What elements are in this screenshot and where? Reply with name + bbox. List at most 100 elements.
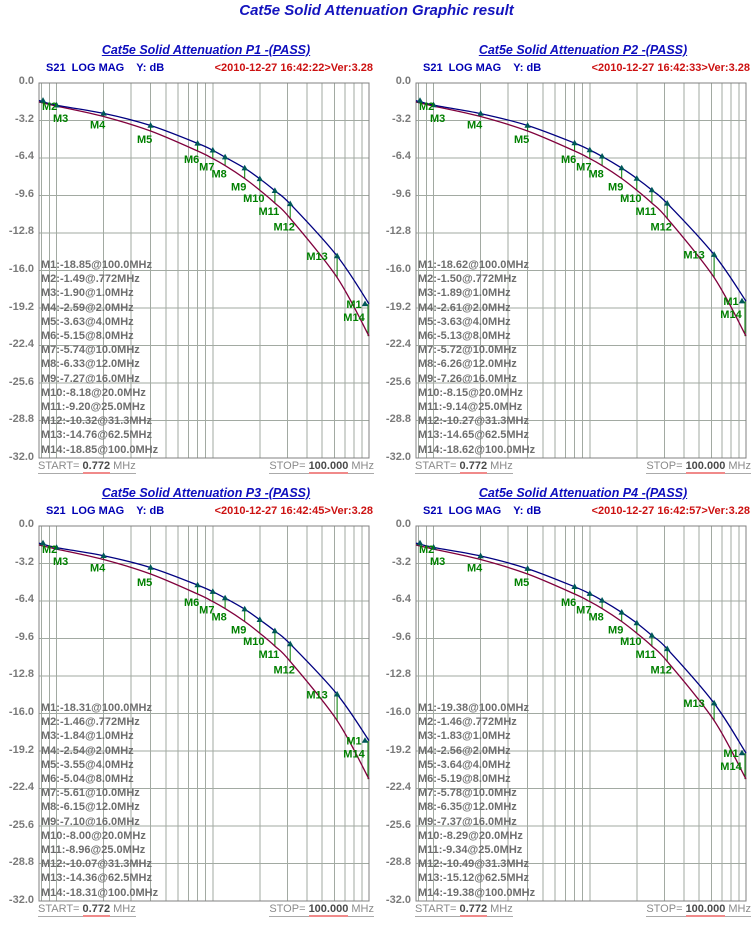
svg-text:M10: M10 <box>243 636 264 648</box>
marker-readout: M13:-14.65@62.5MHz <box>418 429 529 442</box>
timestamp-version-label: <2010-12-27 16:42:22>Ver:3.28 <box>214 62 373 74</box>
svg-text:M3: M3 <box>53 556 68 568</box>
marker-readout: M10:-8.00@20.0MHz <box>41 829 146 842</box>
y-tick-label: -28.8 <box>8 856 34 869</box>
y-tick-label: -12.8 <box>385 225 411 238</box>
marker-readout: M9:-7.27@16.0MHz <box>41 372 140 385</box>
y-tick-label: -16.0 <box>385 262 411 275</box>
limit-curve <box>38 544 370 780</box>
y-tick-label: -6.4 <box>15 593 34 606</box>
y-tick-label: -28.8 <box>385 413 411 426</box>
marker-readout: M8:-6.15@12.0MHz <box>41 801 140 814</box>
svg-text:M11: M11 <box>636 206 657 218</box>
svg-text:M10: M10 <box>620 636 641 648</box>
y-axis-tick-labels: 0.0 -3.2 -6.4 -9.6 -12.8 -16.0 -19.2 -22.4 -25.6… <box>0 518 34 907</box>
marker-readout-list: M1:-18.31@100.0MHz M2:-1.46@.772MHz M3:-1.… <box>41 701 211 900</box>
svg-text:M9: M9 <box>608 182 623 194</box>
marker-triangles <box>416 539 746 756</box>
marker-readout: M11:-9.34@25.0MHz <box>418 844 523 857</box>
y-tick-label: -12.8 <box>8 668 34 681</box>
marker-readout: M4:-2.61@2.0MHz <box>418 301 511 314</box>
y-tick-label: 0.0 <box>395 75 411 87</box>
marker-readout: M1:-18.31@100.0MHz <box>41 702 152 714</box>
marker-readout: M3:-1.84@1.0MHz <box>41 730 134 743</box>
marker-readout: M11:-9.14@25.0MHz <box>418 401 523 414</box>
svg-text:M5: M5 <box>137 577 152 589</box>
svg-text:M4: M4 <box>90 120 106 132</box>
marker-readout: M13:-14.36@62.5MHz <box>41 872 152 885</box>
plot-border <box>38 82 370 459</box>
timestamp-version-label: <2010-12-27 16:42:57>Ver:3.28 <box>591 505 750 517</box>
svg-text:M7: M7 <box>199 162 214 174</box>
y-tick-label: -22.4 <box>8 781 34 794</box>
plot-border <box>415 82 747 459</box>
y-tick-label: -32.0 <box>8 450 34 463</box>
marker-readout-list: M1:-18.62@100.0MHz M2:-1.50@.772MHz M3:-1.… <box>418 258 588 457</box>
limit-curve <box>38 101 370 337</box>
marker-readout: M13:-14.76@62.5MHz <box>41 429 152 442</box>
trace-format-label: S21 LOG MAG Y: dB <box>423 505 542 517</box>
marker-readout: M2:-1.46@.772MHz <box>418 716 517 729</box>
y-tick-label: -22.4 <box>8 338 34 351</box>
y-tick-label: 0.0 <box>18 75 34 87</box>
marker-readout: M7:-5.72@10.0MHz <box>418 344 517 357</box>
svg-text:M14: M14 <box>343 749 365 761</box>
svg-text:M1: M1 <box>723 748 738 760</box>
panel-p3: Cat5e Solid Attenuation P3 -(PASS) S21 L… <box>0 483 376 924</box>
marker-readout: M6:-5.04@8.0MHz <box>41 773 134 786</box>
marker-readout: M14:-18.85@100.0MHz <box>41 443 159 456</box>
svg-text:M12: M12 <box>273 664 294 676</box>
y-tick-label: -19.2 <box>385 300 411 313</box>
marker-readout: M4:-2.54@2.0MHz <box>41 744 134 757</box>
marker-readout: M14:-18.62@100.0MHz <box>418 443 536 456</box>
y-tick-label: -19.2 <box>8 743 34 756</box>
svg-text:M7: M7 <box>199 605 214 617</box>
y-tick-label: -22.4 <box>385 781 411 794</box>
marker-readout: M3:-1.90@1.0MHz <box>41 287 134 300</box>
svg-text:M8: M8 <box>588 612 603 624</box>
y-tick-label: -3.2 <box>15 555 34 568</box>
marker-readout: M12:-10.07@31.3MHz <box>41 858 152 871</box>
svg-text:M4: M4 <box>467 120 483 132</box>
svg-text:M13: M13 <box>683 250 704 262</box>
svg-text:M6: M6 <box>561 154 576 166</box>
svg-text:M10: M10 <box>243 193 264 205</box>
stop-frequency-value: 100.000 <box>685 460 726 474</box>
start-frequency-value: 0.772 <box>459 460 488 474</box>
stop-frequency: STOP= 100.000 MHz <box>269 460 374 474</box>
svg-text:M6: M6 <box>561 597 576 609</box>
svg-text:M11: M11 <box>259 649 280 661</box>
panel-p3-header: S21 LOG MAG Y: dB <2010-12-27 16:42:45>V… <box>0 505 376 521</box>
y-axis-tick-labels: 0.0 -3.2 -6.4 -9.6 -12.8 -16.0 -19.2 -22.4 -25.6… <box>0 75 34 464</box>
page-title: Cat5e Solid Attenuation Graphic result <box>239 2 514 19</box>
marker-readout: M7:-5.74@10.0MHz <box>41 344 140 357</box>
svg-text:M2: M2 <box>42 544 57 556</box>
marker-readout: M4:-2.56@2.0MHz <box>418 744 511 757</box>
marker-readout: M13:-15.12@62.5MHz <box>418 872 529 885</box>
svg-text:M2: M2 <box>419 544 434 556</box>
marker-readout: M8:-6.26@12.0MHz <box>418 358 517 371</box>
start-frequency-value: 0.772 <box>82 903 111 917</box>
svg-text:M6: M6 <box>184 597 199 609</box>
start-frequency-value: 0.772 <box>459 903 488 917</box>
y-tick-label: -9.6 <box>15 630 34 643</box>
svg-text:M2: M2 <box>42 101 57 113</box>
marker-readout: M1:-19.38@100.0MHz <box>418 702 529 714</box>
panel-p1: Cat5e Solid Attenuation P1 -(PASS) S21 L… <box>0 40 376 481</box>
marker-readout: M3:-1.83@1.0MHz <box>418 730 511 743</box>
marker-triangles <box>39 97 369 307</box>
svg-text:M6: M6 <box>184 154 199 166</box>
marker-readout: M6:-5.13@8.0MHz <box>418 330 511 343</box>
marker-readout: M5:-3.64@4.0MHz <box>418 758 511 771</box>
y-tick-label: -25.6 <box>8 375 34 388</box>
marker-readout: M12:-10.49@31.3MHz <box>418 858 529 871</box>
y-tick-label: -32.0 <box>8 893 34 906</box>
y-tick-label: -9.6 <box>392 187 411 200</box>
marker-readout: M7:-5.61@10.0MHz <box>41 787 140 800</box>
svg-text:M1: M1 <box>346 736 361 748</box>
panel-p3-title: Cat5e Solid Attenuation P3 -(PASS) <box>101 486 311 500</box>
trace-format-label: S21 LOG MAG Y: dB <box>46 505 165 517</box>
y-tick-label: 0.0 <box>18 518 34 530</box>
